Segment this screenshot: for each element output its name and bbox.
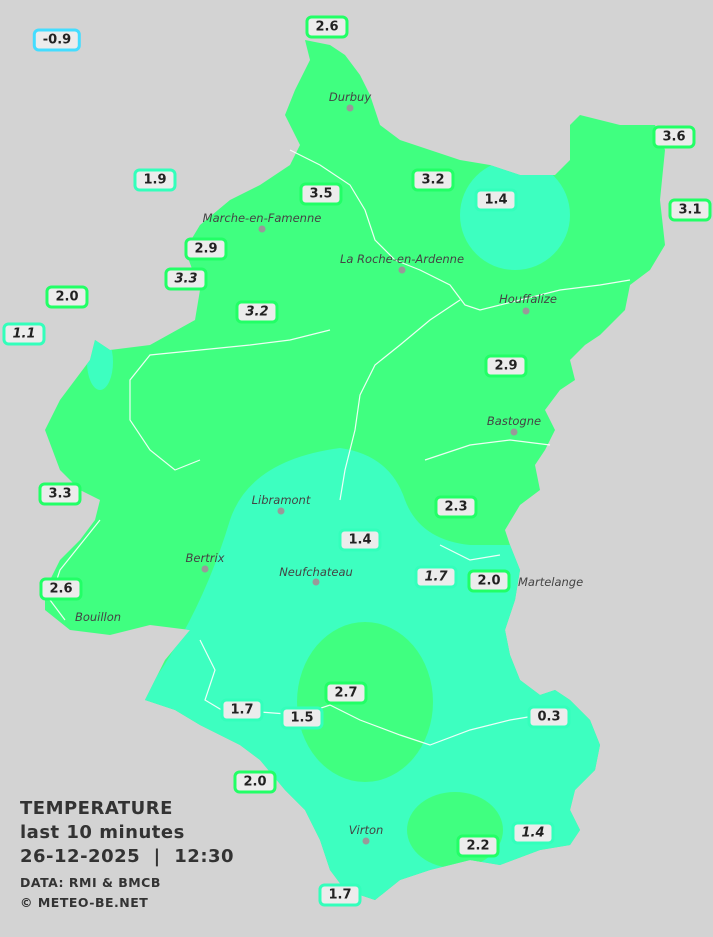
station-temperature-label: 1.7 bbox=[220, 698, 264, 722]
place-name: Durbuy bbox=[329, 90, 371, 104]
station-temperature-label: 1.5 bbox=[280, 706, 324, 730]
place-name: Bertrix bbox=[186, 551, 225, 565]
place-name: Martelange bbox=[518, 575, 583, 589]
station-temperature-label: 2.0 bbox=[45, 285, 89, 309]
station-temperature-label: 2.9 bbox=[184, 237, 228, 261]
mild-zone-northeast bbox=[460, 160, 570, 270]
place-dot bbox=[362, 837, 370, 845]
place-name: Marche-en-Famenne bbox=[203, 211, 322, 225]
station-temperature-label: 1.7 bbox=[414, 565, 458, 589]
place-dot bbox=[346, 104, 354, 112]
legend-source: DATA: RMI & BMCB bbox=[20, 875, 161, 890]
station-temperature-label: 3.1 bbox=[668, 198, 712, 222]
place-dot bbox=[258, 225, 266, 233]
station-temperature-label: 1.7 bbox=[318, 883, 362, 907]
place-name: Bouillon bbox=[75, 610, 121, 624]
place-name: Neufchateau bbox=[279, 565, 353, 579]
station-temperature-label: 2.9 bbox=[484, 354, 528, 378]
station-temperature-label: 2.0 bbox=[467, 569, 511, 593]
station-temperature-label: -0.9 bbox=[32, 28, 82, 52]
place-name: Virton bbox=[349, 823, 384, 837]
station-temperature-label: 2.6 bbox=[39, 577, 83, 601]
place-dot bbox=[277, 507, 285, 515]
station-temperature-label: 3.3 bbox=[164, 267, 208, 291]
legend-title: TEMPERATURE bbox=[20, 798, 173, 819]
legend-copyright: © METEO-BE.NET bbox=[20, 895, 149, 910]
place-name: Houffalize bbox=[499, 292, 557, 306]
station-temperature-label: 2.0 bbox=[233, 770, 277, 794]
map-legend: TEMPERATURE last 10 minutes 26-12-2025 |… bbox=[20, 797, 234, 913]
station-temperature-label: 1.4 bbox=[338, 528, 382, 552]
mild-zone-west bbox=[87, 334, 113, 390]
station-temperature-label: 2.7 bbox=[324, 681, 368, 705]
station-temperature-label: 1.4 bbox=[511, 821, 555, 845]
station-temperature-label: 3.2 bbox=[411, 168, 455, 192]
station-temperature-label: 2.2 bbox=[456, 834, 500, 858]
station-temperature-label: 2.3 bbox=[434, 495, 478, 519]
place-dot bbox=[201, 565, 209, 573]
legend-period: last 10 minutes bbox=[20, 822, 185, 843]
station-temperature-label: 3.5 bbox=[299, 182, 343, 206]
place-name: La Roche-en-Ardenne bbox=[340, 252, 464, 266]
station-temperature-label: 0.3 bbox=[527, 705, 571, 729]
station-temperature-label: 3.3 bbox=[38, 482, 82, 506]
station-temperature-label: 3.2 bbox=[235, 300, 279, 324]
station-temperature-label: 2.6 bbox=[305, 15, 349, 39]
place-name: Libramont bbox=[252, 493, 311, 507]
station-temperature-label: 3.6 bbox=[652, 125, 696, 149]
station-temperature-label: 1.4 bbox=[474, 188, 518, 212]
station-temperature-label: 1.1 bbox=[2, 322, 46, 346]
place-dot bbox=[398, 266, 406, 274]
place-name: Bastogne bbox=[487, 414, 541, 428]
station-temperature-label: 1.9 bbox=[133, 168, 177, 192]
place-dot bbox=[522, 307, 530, 315]
place-dot bbox=[510, 428, 518, 436]
legend-datetime: 26-12-2025 | 12:30 bbox=[20, 846, 235, 867]
rivers bbox=[49, 149, 631, 746]
place-dot bbox=[312, 578, 320, 586]
